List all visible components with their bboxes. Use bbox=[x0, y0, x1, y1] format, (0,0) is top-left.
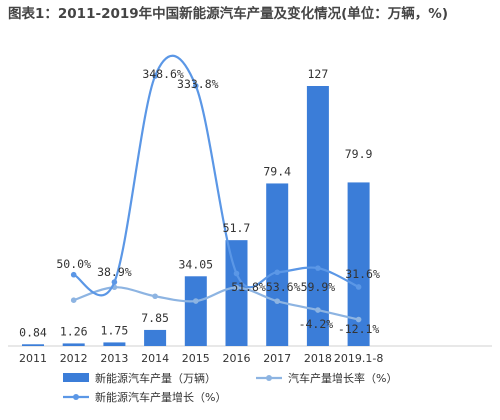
growth-rate-point-2015 bbox=[193, 298, 199, 304]
growth-rate-line bbox=[73, 286, 359, 321]
nev-growth-point-2019.1-8 bbox=[355, 284, 362, 290]
x-tick-2015: 2015 bbox=[182, 352, 210, 365]
chart-title: 图表1：2011-2019年中国新能源汽车产量及变化情况(单位：万辆，%) bbox=[8, 6, 449, 22]
nev-growth-point-2012 bbox=[70, 271, 77, 278]
x-tick-2011: 2011 bbox=[19, 352, 47, 365]
legend-swatch-bar bbox=[63, 373, 89, 382]
bar-2017 bbox=[266, 183, 289, 346]
legend: 新能源汽车产量（万辆） 汽车产量增长率（%） 新能源汽车产量增长（%） bbox=[63, 371, 397, 404]
bar-value-label-2013: 1.75 bbox=[101, 323, 129, 337]
nev-growth-label-2015: 333.8% bbox=[177, 77, 219, 91]
bar-2011 bbox=[22, 344, 44, 346]
growth-rate-label-2019.1-8: -12.1% bbox=[338, 322, 380, 336]
legend-label-bar: 新能源汽车产量（万辆） bbox=[95, 371, 216, 385]
line-series bbox=[70, 54, 362, 323]
data-labels: 0.84 1.26 1.75 7.85 34.05 51.7 79.4 127 79.9 50.0… bbox=[19, 67, 380, 339]
growth-rate-point-2018 bbox=[315, 307, 321, 313]
bar-value-label-2019.1-8: 79.9 bbox=[345, 147, 373, 161]
nev-growth-line bbox=[73, 54, 360, 297]
growth-rate-point-2017 bbox=[274, 298, 281, 304]
bar-value-label-2015: 34.05 bbox=[178, 257, 213, 271]
growth-rate-point-2012 bbox=[70, 297, 77, 304]
nev-growth-point-2014 bbox=[152, 73, 158, 79]
legend-label-nev-growth: 新能源汽车产量增长（%） bbox=[95, 390, 226, 404]
bar-value-label-2012: 1.26 bbox=[60, 324, 88, 338]
bar-2013 bbox=[103, 342, 126, 346]
nev-growth-label-2012: 50.0% bbox=[56, 257, 91, 271]
nev-growth-point-2018 bbox=[315, 265, 321, 271]
nev-growth-label-2013: 38.9% bbox=[97, 265, 132, 279]
nev-growth-point-2017 bbox=[274, 269, 281, 276]
x-tick-2019.1-8: 2019.1-8 bbox=[334, 352, 383, 365]
x-tick-2016: 2016 bbox=[223, 352, 251, 365]
legend-marker-nev-growth bbox=[73, 394, 79, 400]
bar-value-label-2011: 0.84 bbox=[19, 325, 47, 339]
growth-rate-label-2018: -4.2% bbox=[299, 317, 334, 331]
x-tick-2018: 2018 bbox=[304, 352, 332, 365]
nev-growth-point-2015 bbox=[193, 83, 199, 89]
nev-growth-label-2014: 348.6% bbox=[142, 67, 184, 81]
bar-2019.1-8 bbox=[347, 182, 370, 346]
bar-2015 bbox=[184, 276, 207, 346]
bar-2012 bbox=[62, 343, 85, 346]
bar-series bbox=[22, 86, 370, 346]
x-tick-2017: 2017 bbox=[263, 352, 291, 365]
x-tick-2014: 2014 bbox=[141, 352, 169, 365]
bar-value-label-2018: 127 bbox=[308, 67, 329, 81]
bar-value-label-2016: 51.7 bbox=[223, 221, 251, 235]
bar-2016 bbox=[225, 240, 248, 346]
nev-growth-label-2019.1-8: 31.6% bbox=[345, 267, 380, 281]
growth-rate-point-2014 bbox=[152, 293, 158, 300]
legend-label-growth-rate: 汽车产量增长率（%） bbox=[288, 371, 397, 385]
nev-growth-point-2016 bbox=[233, 270, 240, 277]
x-tick-2012: 2012 bbox=[60, 352, 88, 365]
x-tick-labels: 2011 2012 2013 2014 2015 2016 2017 2018 2019.1-8 bbox=[19, 352, 383, 365]
bar-value-label-2017: 79.4 bbox=[263, 164, 291, 178]
nev-growth-label-2018: 59.9% bbox=[301, 280, 336, 294]
bar-2014 bbox=[144, 329, 167, 346]
x-tick-2013: 2013 bbox=[100, 352, 128, 365]
nev-growth-label-2017: 53.6% bbox=[266, 280, 301, 294]
bar-2018 bbox=[306, 86, 329, 346]
growth-rate-point-2019.1-8 bbox=[355, 316, 362, 323]
nev-growth-label-2016: 51.8% bbox=[231, 280, 266, 294]
growth-rate-point-2016 bbox=[233, 284, 240, 291]
bar-value-label-2014: 7.85 bbox=[141, 311, 169, 325]
nev-growth-point-2013 bbox=[111, 279, 118, 285]
legend-marker-growth-rate bbox=[266, 375, 272, 381]
